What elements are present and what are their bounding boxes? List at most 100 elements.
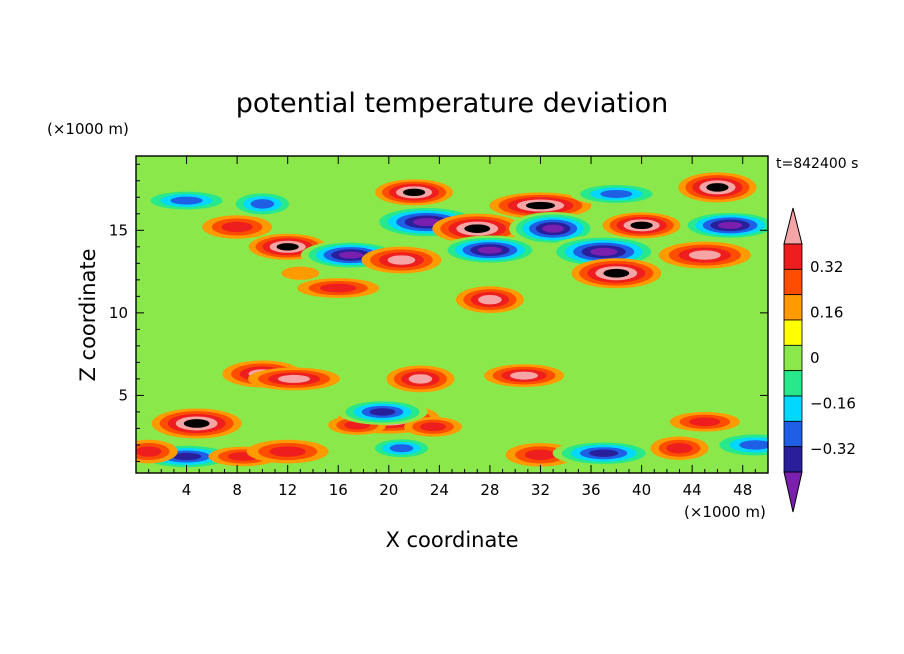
x-axis: 4 8 12 16 20 24 28 32 36 40 44 48 bbox=[148, 156, 756, 499]
contour-feature bbox=[228, 190, 297, 218]
contour-band bbox=[630, 221, 653, 230]
x-tick-label: 48 bbox=[733, 481, 752, 499]
contour-feature bbox=[151, 408, 242, 439]
contour-band bbox=[389, 444, 414, 453]
contour-feature bbox=[361, 246, 442, 274]
contour-band bbox=[706, 183, 729, 192]
x-tick-label: 32 bbox=[531, 481, 550, 499]
contour-feature bbox=[658, 241, 751, 269]
plot-area bbox=[135, 155, 769, 474]
x-tick-label: 12 bbox=[278, 481, 297, 499]
contour-feature bbox=[248, 367, 340, 391]
contour-band bbox=[510, 371, 538, 380]
x-axis-label: X coordinate bbox=[385, 528, 518, 552]
colorbar-segment bbox=[783, 395, 803, 422]
colorbar-segment bbox=[783, 243, 803, 270]
contour-band bbox=[276, 243, 299, 251]
contour-band bbox=[387, 255, 416, 265]
colorbar-tick-label: −0.16 bbox=[810, 395, 856, 413]
x-tick-label: 24 bbox=[430, 481, 449, 499]
colorbar-min-arrow bbox=[783, 471, 803, 513]
contour-band bbox=[136, 446, 162, 457]
y-axis-label: Z coordinate bbox=[76, 248, 100, 381]
contour-feature bbox=[202, 215, 273, 239]
contour-band bbox=[338, 251, 363, 259]
contour-band bbox=[525, 201, 556, 210]
contour-band bbox=[739, 440, 768, 450]
x-tick-label: 28 bbox=[480, 481, 499, 499]
x-tick-label: 8 bbox=[232, 481, 242, 499]
colorbar-tick-label: 0.16 bbox=[810, 303, 843, 321]
contour-feature bbox=[404, 416, 463, 437]
x-tick-label: 16 bbox=[329, 481, 348, 499]
contour-feature bbox=[489, 192, 592, 219]
colorbar-segment bbox=[783, 294, 803, 321]
x-tick-label: 44 bbox=[683, 481, 702, 499]
contour-band bbox=[170, 196, 203, 205]
contour-band bbox=[408, 374, 433, 384]
y-tick-label: 10 bbox=[109, 304, 128, 322]
contour-feature bbox=[669, 412, 740, 432]
contour-feature bbox=[386, 365, 455, 393]
contour-feature bbox=[140, 189, 233, 212]
contour-band bbox=[524, 449, 557, 461]
colorbar-tick-label: 0 bbox=[810, 349, 820, 367]
contour-feature bbox=[455, 286, 524, 314]
contour-band bbox=[402, 188, 426, 197]
colorbar-segment bbox=[783, 420, 803, 448]
contour-band bbox=[542, 224, 564, 233]
colorbar-segment bbox=[783, 446, 803, 473]
x-tick-label: 40 bbox=[632, 481, 651, 499]
contour-feature bbox=[297, 278, 380, 298]
contour-band bbox=[600, 189, 633, 198]
contour-band bbox=[689, 417, 721, 427]
colorbar: 0.32 0.16 0 −0.16 −0.32 bbox=[783, 207, 856, 513]
y-tick-label: 15 bbox=[109, 221, 128, 239]
contour-feature bbox=[709, 431, 768, 459]
contour-feature bbox=[678, 172, 757, 203]
contour-feature bbox=[602, 212, 681, 239]
contour-band bbox=[666, 443, 693, 454]
contour-band bbox=[688, 250, 721, 260]
contour-feature bbox=[281, 266, 320, 280]
contour-feature bbox=[484, 364, 565, 387]
colorbar-segment bbox=[783, 319, 803, 346]
chart-title: potential temperature deviation bbox=[236, 88, 668, 119]
contour-band bbox=[250, 199, 275, 209]
contour-feature bbox=[570, 182, 663, 206]
y-tick-label: 5 bbox=[118, 386, 128, 404]
contour-feature bbox=[337, 398, 428, 425]
contour-band bbox=[320, 283, 357, 293]
contour-band bbox=[478, 294, 502, 305]
contour-band bbox=[590, 247, 618, 256]
time-label: t=842400 s bbox=[776, 156, 858, 172]
contour-feature bbox=[367, 436, 436, 460]
y-unit-label: (×1000 m) bbox=[47, 120, 129, 138]
contour-feature bbox=[680, 210, 768, 240]
contour-band bbox=[603, 268, 630, 278]
contour-band bbox=[369, 408, 396, 416]
contour-band bbox=[183, 419, 210, 428]
x-tick-label: 20 bbox=[379, 481, 398, 499]
colorbar-max-arrow bbox=[783, 207, 803, 245]
contour-band bbox=[420, 422, 446, 432]
contour-band bbox=[464, 224, 491, 233]
contour-band bbox=[269, 446, 306, 457]
colorbar-segment bbox=[783, 370, 803, 397]
colorbar-tick-label: 0.32 bbox=[810, 258, 843, 276]
y-axis: 5 10 15 bbox=[109, 163, 768, 462]
contour-feature bbox=[552, 440, 655, 467]
contour-feature bbox=[650, 436, 709, 461]
contour-feature bbox=[246, 439, 329, 464]
contour-band bbox=[717, 221, 743, 229]
contour-band bbox=[477, 246, 503, 254]
contour-band bbox=[281, 266, 320, 280]
contour-band bbox=[278, 374, 310, 383]
x-tick-label: 36 bbox=[581, 481, 600, 499]
contour-feature bbox=[439, 235, 540, 265]
contour-band bbox=[413, 218, 441, 227]
x-tick-label: 4 bbox=[182, 481, 192, 499]
contour-band bbox=[221, 221, 253, 233]
colorbar-segment bbox=[783, 344, 803, 372]
